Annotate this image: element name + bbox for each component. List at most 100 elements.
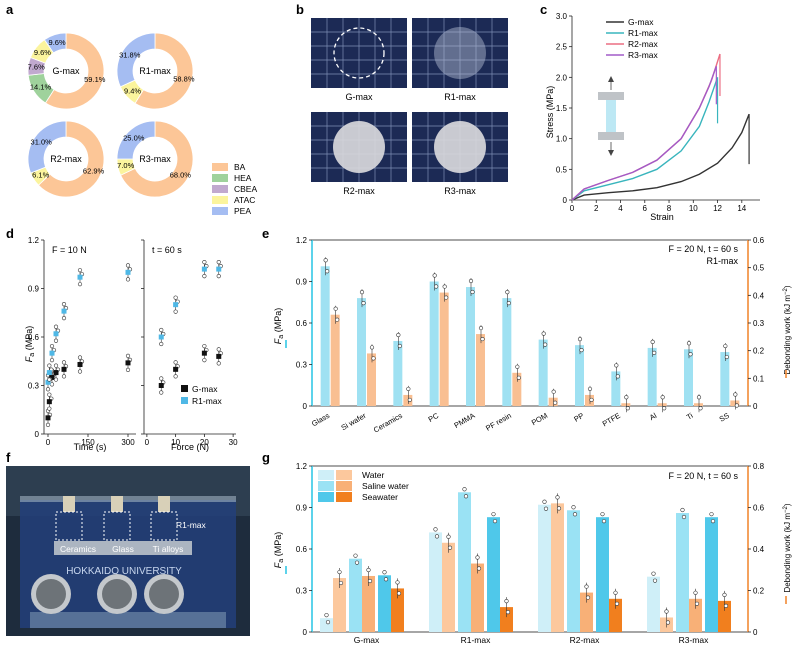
c-series-line-R2-max bbox=[571, 53, 721, 201]
d-replicate-point bbox=[47, 406, 52, 411]
e-replicate-point bbox=[724, 354, 729, 360]
d-replicate-point bbox=[45, 422, 51, 427]
d-replicate-point bbox=[202, 274, 207, 279]
g-replicate-point bbox=[382, 570, 387, 575]
sample-outline bbox=[333, 27, 385, 79]
donut-slice-label: 25.0% bbox=[123, 133, 145, 142]
g-ylabel-left: Fa (MPa) bbox=[273, 532, 285, 568]
g-replicate-point bbox=[722, 592, 727, 597]
e-replicate-point bbox=[587, 386, 593, 392]
d-xtick-label: 10 bbox=[171, 438, 180, 447]
g-replicate-point bbox=[338, 580, 344, 586]
f-sample-label-Glass: Glass bbox=[112, 544, 134, 554]
g-bar-work-R1-max-Saline water bbox=[471, 563, 484, 632]
g-category-label-R2-max: R2-max bbox=[570, 635, 601, 645]
donut-slice-R3-max-PEA bbox=[116, 120, 156, 160]
d-replicate-point bbox=[173, 295, 178, 300]
g-bar-fa-G-max-Seawater bbox=[378, 575, 391, 632]
d-replicate-point bbox=[173, 309, 178, 314]
g-replicate-point bbox=[652, 578, 658, 583]
e-replicate-point bbox=[733, 392, 738, 397]
d-replicate-point bbox=[125, 353, 131, 358]
e-replicate-point bbox=[432, 273, 437, 278]
c-legend-label-R1-max: R1-max bbox=[628, 28, 659, 38]
c-series-line-R3-max bbox=[571, 66, 717, 201]
g-legend-label-Seawater: Seawater bbox=[362, 492, 398, 502]
d-replicate-point bbox=[47, 363, 52, 368]
c-xtick-label: 4 bbox=[618, 204, 623, 213]
panel-label-c: c bbox=[540, 2, 547, 17]
e-replicate-point bbox=[579, 348, 584, 353]
e-ytick-right-label: 0.6 bbox=[753, 236, 765, 245]
g-bar-fa-R2-max-Saline water bbox=[567, 510, 580, 632]
g-bar-work-R2-max-Saline water bbox=[580, 592, 593, 632]
e-bar-work-PF resin bbox=[512, 372, 522, 406]
g-legend-swatch-blue-Saline water bbox=[318, 481, 334, 491]
donut-center-label: R2-max bbox=[50, 154, 82, 164]
e-bar-fa-Glass bbox=[320, 266, 330, 406]
e-replicate-point bbox=[625, 406, 630, 411]
d-replicate-point bbox=[77, 355, 83, 360]
c-legend-label-G-max: G-max bbox=[628, 17, 654, 27]
d-right-title: t = 60 s bbox=[152, 245, 182, 255]
legend-swatch-HEA bbox=[212, 174, 228, 182]
d-replicate-point bbox=[77, 268, 83, 273]
g-replicate-point bbox=[505, 609, 511, 615]
e-bar-work-PTFE bbox=[621, 403, 631, 406]
e-bar-work-PC bbox=[439, 292, 449, 406]
d-replicate-point bbox=[125, 263, 131, 268]
panel-label-a: a bbox=[6, 2, 14, 17]
e-replicate-point bbox=[480, 336, 485, 342]
g-legend-swatch-blue-Water bbox=[318, 470, 334, 480]
d-replicate-point bbox=[202, 358, 207, 363]
d-replicate-point bbox=[53, 377, 59, 382]
d-replicate-point bbox=[47, 392, 52, 397]
tank-rim bbox=[20, 496, 236, 502]
g-replicate-point bbox=[542, 499, 547, 504]
e-replicate-point bbox=[614, 363, 619, 368]
c-series-line-R1-max bbox=[571, 77, 719, 201]
g-ytick-left-label: 0.3 bbox=[296, 587, 308, 596]
legend-label-HEA: HEA bbox=[234, 173, 252, 183]
donut-slice-label: 9.6% bbox=[49, 38, 66, 47]
e-replicate-point bbox=[470, 289, 475, 295]
d-point-gmax bbox=[77, 361, 83, 367]
d-replicate-point bbox=[61, 374, 67, 379]
e-replicate-point bbox=[444, 295, 449, 300]
e-replicate-point bbox=[468, 278, 474, 284]
specimen-body bbox=[606, 100, 616, 132]
panel-label-e: e bbox=[262, 226, 269, 241]
e-replicate-point bbox=[396, 332, 401, 338]
g-ytick-left-label: 1.2 bbox=[296, 462, 308, 471]
e-replicate-point bbox=[652, 350, 657, 356]
g-replicate-point bbox=[383, 577, 389, 582]
e-bar-work-POM bbox=[548, 397, 558, 406]
g-bar-work-R1-max-Seawater bbox=[500, 607, 513, 632]
donut-slice-R2-max-PEA bbox=[27, 120, 67, 174]
d-replicate-point bbox=[49, 358, 55, 363]
g-bar-fa-G-max-Saline water bbox=[349, 558, 362, 632]
donut-slice-label: 7.6% bbox=[28, 63, 45, 72]
c-xtick-label: 0 bbox=[570, 204, 575, 213]
e-ytick-right-label: 0.3 bbox=[753, 319, 765, 328]
donut-slice-label: 31.0% bbox=[31, 138, 53, 147]
e-replicate-point bbox=[359, 290, 365, 295]
donut-slice-label: 62.9% bbox=[83, 166, 105, 175]
c-ytick-label: 0.5 bbox=[556, 165, 568, 174]
g-bar-fa-R3-max-Seawater bbox=[705, 517, 718, 632]
c-legend-label-R2-max: R2-max bbox=[628, 39, 659, 49]
e-replicate-point bbox=[541, 331, 546, 336]
e-bar-fa-Ceramics bbox=[393, 340, 403, 406]
g-category-label-R1-max: R1-max bbox=[461, 635, 492, 645]
e-replicate-point bbox=[335, 317, 340, 322]
e-replicate-point bbox=[553, 400, 558, 405]
specimen-clamp bbox=[598, 132, 624, 140]
c-ytick-label: 3.0 bbox=[556, 12, 568, 21]
d-replicate-point bbox=[125, 367, 131, 372]
sample-disc bbox=[434, 121, 486, 173]
g-bar-work-G-max-Water bbox=[333, 578, 346, 632]
f-sample-label-Ceramics: Ceramics bbox=[60, 544, 96, 554]
d-point-r1max bbox=[201, 266, 207, 272]
g-replicate-point bbox=[572, 512, 578, 517]
c-xtick-label: 10 bbox=[689, 204, 698, 213]
